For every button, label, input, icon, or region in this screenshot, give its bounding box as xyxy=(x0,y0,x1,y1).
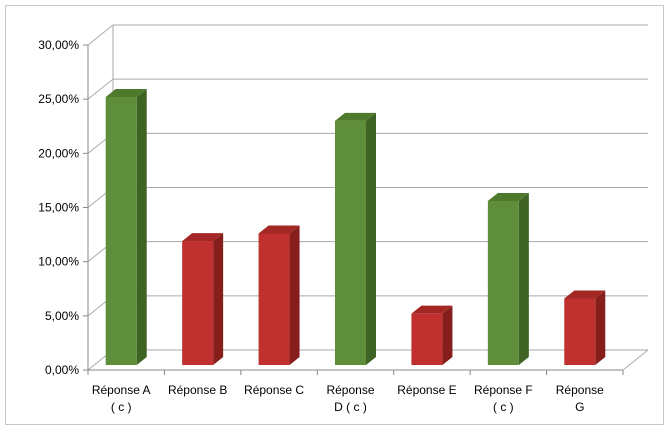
x-category-label: ( c ) xyxy=(111,400,132,414)
x-category-label: ( c ) xyxy=(493,400,514,414)
x-category-label: Réponse xyxy=(326,383,374,397)
bar-side xyxy=(442,305,453,365)
x-category-label: Réponse B xyxy=(168,383,227,397)
grid-connector xyxy=(87,78,114,100)
bar-side xyxy=(366,112,376,365)
bar-top xyxy=(258,225,300,234)
bar xyxy=(182,241,214,365)
x-category-label: Réponse E xyxy=(397,383,456,397)
bar xyxy=(487,201,519,365)
y-tick-label: 5,00% xyxy=(45,309,79,323)
y-tick-label: 10,00% xyxy=(38,255,79,269)
bar xyxy=(564,298,596,365)
bar-top xyxy=(105,89,147,97)
x-category-label: Réponse A xyxy=(92,383,151,397)
x-category-label: Réponse C xyxy=(244,383,304,397)
y-tick-label: 20,00% xyxy=(38,146,79,160)
bar xyxy=(105,97,137,365)
bar-top xyxy=(182,233,224,242)
x-category-label: G xyxy=(575,400,584,414)
x-category-label: Réponse xyxy=(556,383,604,397)
bar-top xyxy=(564,290,606,299)
x-category-label: Réponse F xyxy=(474,383,533,397)
y-tick-label: 25,00% xyxy=(38,92,79,106)
bar-side xyxy=(136,89,147,365)
bar-side xyxy=(213,233,224,365)
floor-edge xyxy=(622,349,649,371)
bar xyxy=(411,313,443,365)
bar-top xyxy=(335,112,376,121)
y-tick-label: 0,00% xyxy=(45,363,79,377)
bar-side xyxy=(289,225,300,365)
bar xyxy=(335,120,366,365)
bar-side xyxy=(518,193,529,365)
grid-connector xyxy=(87,24,114,46)
bar-top xyxy=(411,305,453,314)
bar xyxy=(258,233,290,365)
bar-top xyxy=(487,193,529,201)
y-tick-label: 15,00% xyxy=(38,201,79,215)
bar-side xyxy=(595,290,606,365)
y-tick-label: 30,00% xyxy=(38,38,79,52)
x-category-label: D ( c ) xyxy=(334,400,367,414)
